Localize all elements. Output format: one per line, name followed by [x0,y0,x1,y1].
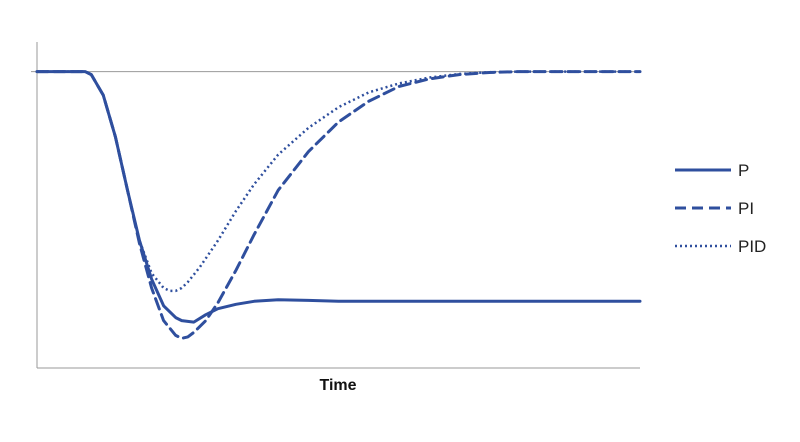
legend-label-pid: PID [738,237,766,256]
legend-label-p: P [738,161,749,180]
chart-axes [31,42,640,369]
legend: P PI PID [675,161,766,256]
series-line-pi [35,70,642,340]
series-line-p [35,70,642,324]
x-axis-label: Time [319,377,356,394]
series-layer [35,70,642,340]
series-line-pid [37,70,640,293]
legend-label-pi: PI [738,199,754,218]
